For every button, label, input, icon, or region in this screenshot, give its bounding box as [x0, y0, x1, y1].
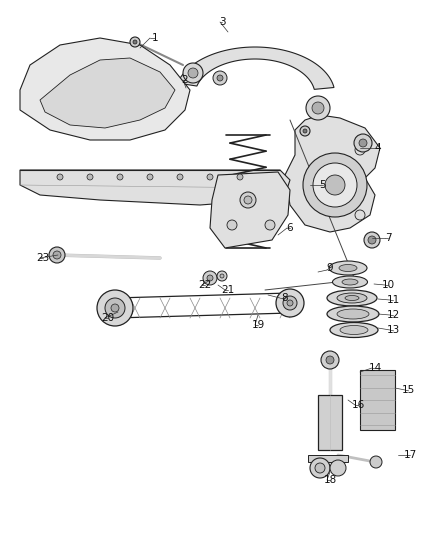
Text: 22: 22: [198, 280, 212, 290]
Polygon shape: [210, 172, 290, 248]
Ellipse shape: [329, 261, 367, 275]
Circle shape: [130, 37, 140, 47]
Text: 10: 10: [381, 280, 395, 290]
Circle shape: [310, 458, 330, 478]
Circle shape: [287, 300, 293, 306]
Circle shape: [313, 163, 357, 207]
Circle shape: [105, 298, 125, 318]
Circle shape: [111, 304, 119, 312]
Circle shape: [237, 174, 243, 180]
Text: 8: 8: [282, 293, 288, 303]
Text: 21: 21: [221, 285, 235, 295]
Ellipse shape: [327, 290, 377, 306]
Polygon shape: [360, 370, 395, 430]
Text: 5: 5: [320, 180, 326, 190]
Circle shape: [227, 220, 237, 230]
Ellipse shape: [339, 264, 357, 271]
Circle shape: [321, 351, 339, 369]
Text: 12: 12: [386, 310, 399, 320]
Ellipse shape: [337, 309, 369, 319]
Ellipse shape: [327, 306, 379, 322]
Ellipse shape: [345, 295, 359, 301]
Text: 4: 4: [374, 143, 381, 153]
Text: 3: 3: [219, 17, 225, 27]
Text: 1: 1: [152, 33, 158, 43]
Text: 11: 11: [386, 295, 399, 305]
Text: 15: 15: [401, 385, 415, 395]
Text: 14: 14: [368, 363, 381, 373]
Circle shape: [368, 236, 376, 244]
Ellipse shape: [337, 293, 367, 303]
Polygon shape: [318, 395, 342, 450]
Circle shape: [326, 356, 334, 364]
Text: 23: 23: [36, 253, 49, 263]
Circle shape: [315, 463, 325, 473]
Text: 16: 16: [351, 400, 364, 410]
Circle shape: [265, 220, 275, 230]
Circle shape: [117, 174, 123, 180]
Circle shape: [203, 271, 217, 285]
Circle shape: [53, 251, 61, 259]
Circle shape: [133, 40, 137, 44]
Circle shape: [276, 289, 304, 317]
Text: 2: 2: [182, 75, 188, 85]
Polygon shape: [40, 58, 175, 128]
Circle shape: [300, 126, 310, 136]
Circle shape: [177, 174, 183, 180]
Circle shape: [283, 296, 297, 310]
Text: 20: 20: [102, 313, 115, 323]
Circle shape: [97, 290, 133, 326]
Circle shape: [355, 145, 365, 155]
Circle shape: [359, 139, 367, 147]
Circle shape: [183, 63, 203, 83]
Circle shape: [354, 134, 372, 152]
Circle shape: [220, 274, 224, 278]
Circle shape: [240, 192, 256, 208]
Circle shape: [217, 271, 227, 281]
Circle shape: [188, 68, 198, 78]
Circle shape: [355, 210, 365, 220]
Polygon shape: [20, 170, 290, 205]
Text: 19: 19: [251, 320, 265, 330]
Circle shape: [147, 174, 153, 180]
Circle shape: [306, 96, 330, 120]
Circle shape: [217, 75, 223, 81]
Polygon shape: [20, 38, 190, 140]
Text: 6: 6: [287, 223, 293, 233]
Text: 7: 7: [385, 233, 391, 243]
Text: 13: 13: [386, 325, 399, 335]
Circle shape: [325, 175, 345, 195]
Ellipse shape: [330, 322, 378, 337]
Text: 18: 18: [323, 475, 337, 485]
Circle shape: [207, 174, 213, 180]
Text: 17: 17: [403, 450, 417, 460]
Polygon shape: [285, 115, 380, 232]
Polygon shape: [177, 47, 334, 90]
Circle shape: [244, 196, 252, 204]
Circle shape: [312, 102, 324, 114]
Circle shape: [303, 129, 307, 133]
Circle shape: [213, 71, 227, 85]
Circle shape: [303, 153, 367, 217]
Ellipse shape: [332, 276, 367, 288]
Circle shape: [57, 174, 63, 180]
Circle shape: [87, 174, 93, 180]
Circle shape: [49, 247, 65, 263]
Circle shape: [330, 460, 346, 476]
Circle shape: [370, 456, 382, 468]
Ellipse shape: [340, 326, 368, 335]
Circle shape: [364, 232, 380, 248]
Ellipse shape: [342, 279, 358, 285]
Circle shape: [207, 275, 213, 281]
Text: 9: 9: [327, 263, 333, 273]
Polygon shape: [308, 455, 348, 462]
